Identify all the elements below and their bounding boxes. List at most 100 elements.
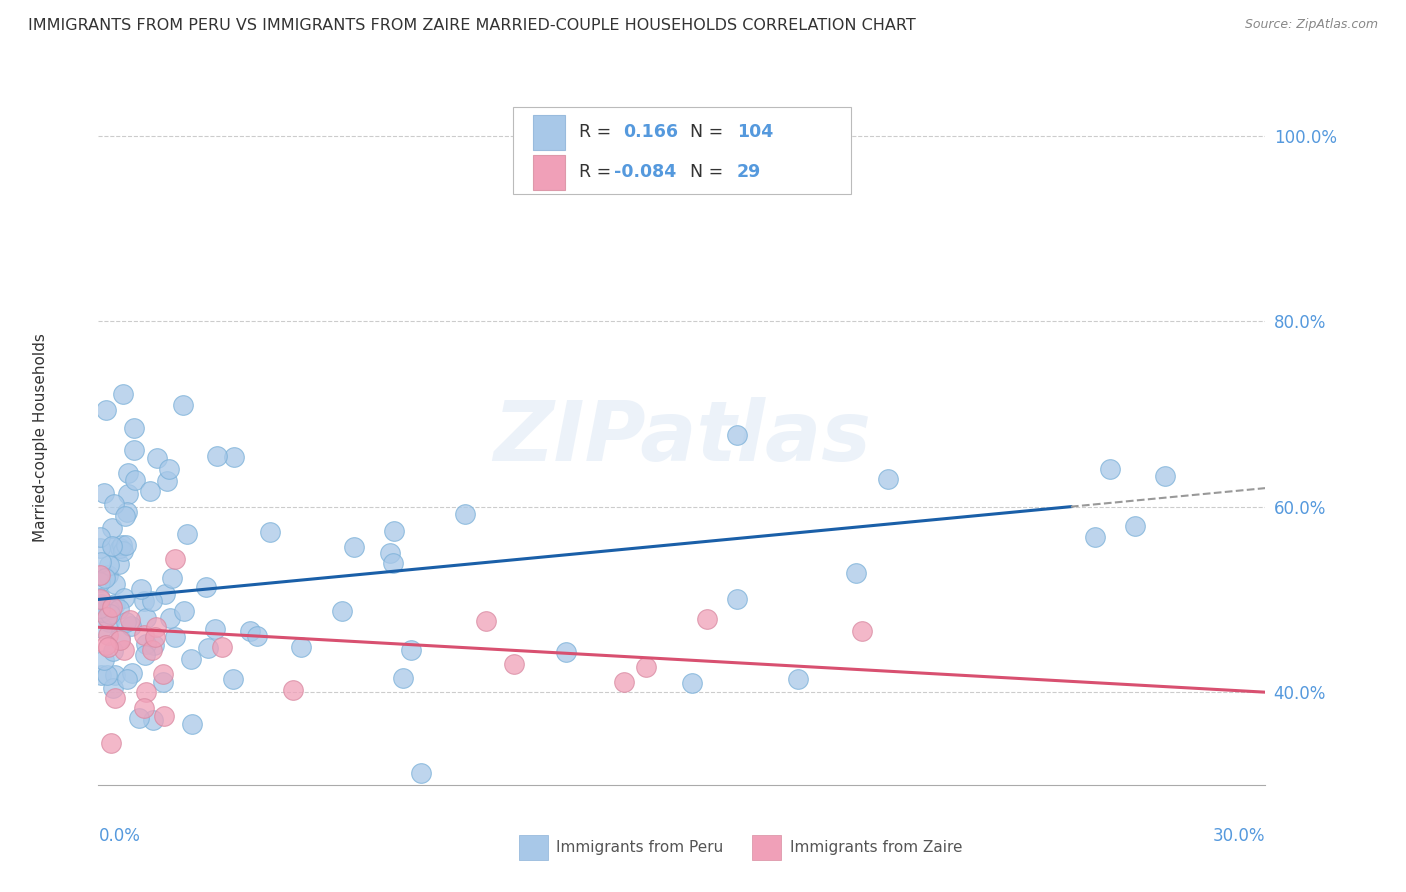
Point (96, 668, 118, 682)
Point (108, 632, 131, 646)
Point (103, 497, 125, 511)
Bar (752, 835, 782, 860)
Point (97, 567, 120, 582)
Point (112, 591, 135, 606)
Point (97, 602, 120, 616)
Point (845, 566, 868, 580)
Point (108, 633, 131, 648)
Text: Immigrants from Zaire: Immigrants from Zaire (790, 840, 963, 855)
Point (176, 527, 198, 541)
Point (554, 645, 576, 659)
Point (503, 657, 526, 672)
Point (153, 587, 176, 601)
Point (204, 622, 226, 636)
Point (93, 485, 115, 500)
Point (696, 612, 718, 626)
Point (91, 605, 114, 619)
Point (117, 672, 139, 686)
Point (725, 428, 748, 442)
Point (381, 556, 404, 570)
Point (156, 474, 179, 488)
Point (283, 683, 305, 698)
Point (96, 610, 118, 624)
Point (101, 599, 124, 614)
Point (90, 555, 112, 569)
Text: IMMIGRANTS FROM PERU VS IMMIGRANTS FROM ZAIRE MARRIED-COUPLE HOUSEHOLDS CORRELAT: IMMIGRANTS FROM PERU VS IMMIGRANTS FROM … (28, 18, 915, 33)
Point (1154, 469, 1177, 483)
Point (392, 671, 415, 685)
Point (114, 509, 136, 524)
Point (103, 691, 125, 706)
Text: R =: R = (579, 123, 617, 142)
Point (94, 402, 117, 417)
Point (195, 580, 218, 594)
Point (205, 449, 228, 463)
Point (98, 558, 121, 572)
Point (475, 614, 498, 628)
Point (111, 386, 134, 401)
Point (141, 643, 163, 657)
Text: -0.084: -0.084 (614, 163, 676, 181)
Text: 30.0%: 30.0% (1213, 827, 1265, 845)
Point (105, 814, 128, 828)
Point (132, 594, 155, 608)
Text: N =: N = (690, 123, 728, 142)
Point (1123, 519, 1146, 533)
Point (97, 640, 120, 654)
Point (100, 607, 122, 622)
Point (129, 582, 152, 597)
Point (725, 591, 748, 606)
Point (93, 653, 115, 667)
Point (101, 521, 124, 535)
Point (380, 546, 402, 560)
Point (97, 615, 120, 629)
Point (112, 643, 135, 657)
Point (89, 541, 111, 555)
Bar (533, 115, 565, 150)
Point (114, 615, 136, 629)
Point (89, 530, 111, 544)
Point (172, 398, 194, 412)
Point (454, 508, 477, 522)
Point (103, 540, 125, 554)
Text: 104: 104 (737, 123, 773, 142)
Point (142, 713, 165, 727)
Point (152, 708, 174, 723)
Point (851, 624, 873, 638)
Point (290, 640, 312, 655)
Bar (533, 155, 565, 190)
Point (197, 640, 219, 655)
Point (143, 630, 166, 644)
Point (146, 451, 169, 466)
Text: N =: N = (690, 163, 728, 181)
Point (117, 487, 139, 501)
Point (877, 472, 900, 486)
Point (259, 524, 281, 539)
Point (246, 629, 269, 643)
Point (138, 484, 160, 499)
Point (104, 667, 127, 681)
Point (124, 442, 146, 457)
Point (163, 551, 186, 566)
Point (115, 538, 138, 552)
Text: Married-couple Households: Married-couple Households (32, 333, 48, 541)
Bar (519, 835, 548, 860)
Point (173, 603, 195, 617)
Point (110, 538, 132, 552)
Point (128, 711, 150, 725)
Point (121, 665, 143, 680)
Text: ZIPatlas: ZIPatlas (494, 397, 870, 477)
Point (1083, 530, 1105, 544)
Point (96, 628, 118, 642)
Point (90, 598, 112, 612)
Point (89, 592, 111, 607)
Point (94, 638, 117, 652)
Point (120, 614, 142, 628)
Text: R =: R = (579, 163, 617, 181)
Text: 0.166: 0.166 (624, 123, 679, 142)
Point (91, 621, 114, 635)
Point (120, 619, 142, 633)
Point (89, 591, 111, 605)
Point (107, 602, 129, 616)
Point (89, 568, 111, 582)
